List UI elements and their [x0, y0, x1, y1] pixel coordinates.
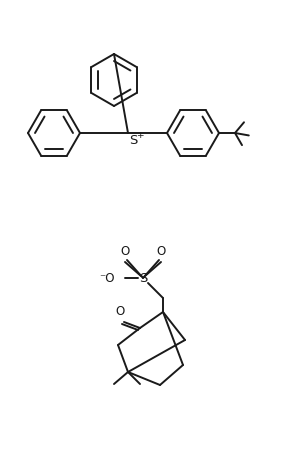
Text: O: O: [156, 245, 166, 258]
Text: S: S: [139, 271, 147, 284]
Text: O: O: [120, 245, 130, 258]
Text: +: +: [136, 131, 144, 140]
Text: S: S: [129, 134, 137, 147]
Text: ⁻O: ⁻O: [99, 271, 115, 284]
Text: O: O: [115, 305, 125, 318]
